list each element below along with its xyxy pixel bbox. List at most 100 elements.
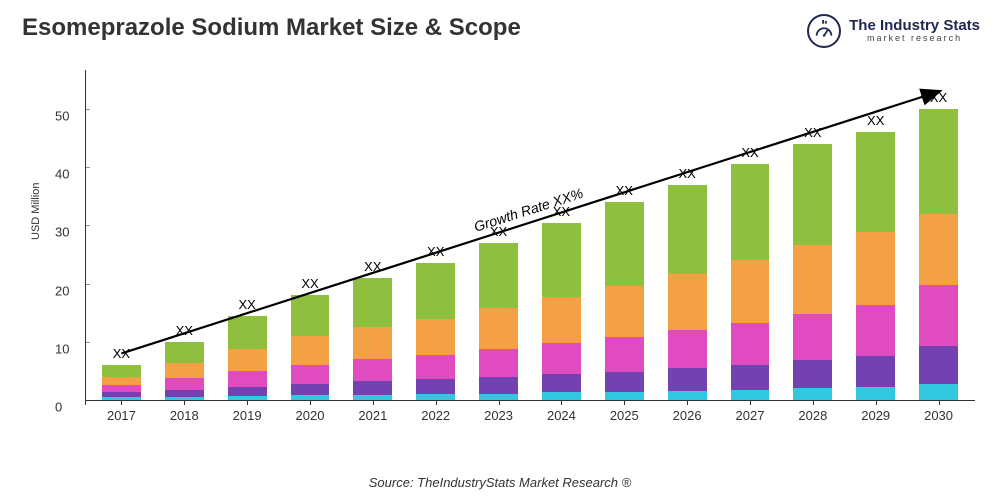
bar-segment xyxy=(102,385,141,392)
bar-segment xyxy=(542,223,581,297)
bar-segment xyxy=(668,185,707,274)
bar-segment xyxy=(793,245,832,314)
bar-value-label: XX xyxy=(793,125,832,140)
x-tick-mark xyxy=(310,400,311,405)
y-tick-label: 30 xyxy=(55,225,69,240)
bar: XX xyxy=(479,243,518,400)
bar: XX xyxy=(416,263,455,400)
bar-segment xyxy=(793,388,832,400)
bar-segment xyxy=(102,365,141,377)
bar-segment xyxy=(668,391,707,400)
bar-value-label: XX xyxy=(731,145,770,160)
gear-gauge-icon xyxy=(807,14,841,48)
bar-segment xyxy=(856,356,895,387)
bar-segment xyxy=(165,378,204,390)
y-axis-line xyxy=(85,70,86,405)
bar-segment xyxy=(416,355,455,379)
bar: XX xyxy=(605,202,644,400)
bar-segment xyxy=(542,297,581,343)
y-axis-label: USD Million xyxy=(30,183,42,240)
logo-text-line2: market research xyxy=(849,34,980,43)
brand-logo: The Industry Stats market research xyxy=(807,14,980,48)
bar-value-label: XX xyxy=(102,346,141,361)
x-tick-label: 2017 xyxy=(107,408,136,423)
bar: XX xyxy=(793,144,832,400)
x-tick-mark xyxy=(813,400,814,405)
bar-segment xyxy=(479,377,518,394)
bar-segment xyxy=(793,360,832,388)
y-tick-label: 10 xyxy=(55,341,69,356)
x-tick-label: 2020 xyxy=(296,408,325,423)
bar-segment xyxy=(291,384,330,396)
bar-segment xyxy=(605,337,644,371)
bar-segment xyxy=(668,274,707,330)
x-tick-label: 2021 xyxy=(358,408,387,423)
bar-segment xyxy=(291,336,330,365)
bar-value-label: XX xyxy=(542,204,581,219)
bar: XX xyxy=(668,185,707,400)
bar-segment xyxy=(228,387,267,396)
bar-value-label: XX xyxy=(668,166,707,181)
bar-segment xyxy=(165,390,204,397)
bar-segment xyxy=(919,109,958,214)
bar-segment xyxy=(416,379,455,394)
bar-value-label: XX xyxy=(416,244,455,259)
bar-segment xyxy=(856,132,895,232)
x-axis-line xyxy=(85,400,975,401)
x-tick-label: 2025 xyxy=(610,408,639,423)
bar-segment xyxy=(479,243,518,308)
x-tick-mark xyxy=(624,400,625,405)
x-tick-label: 2028 xyxy=(798,408,827,423)
x-tick-mark xyxy=(373,400,374,405)
bar-segment xyxy=(228,349,267,371)
x-tick-label: 2018 xyxy=(170,408,199,423)
x-tick-mark xyxy=(939,400,940,405)
chart-plot-area: XXXXXXXXXXXXXXXXXXXXXXXXXXXX xyxy=(90,80,970,400)
bar-value-label: XX xyxy=(479,224,518,239)
bar-segment xyxy=(605,286,644,337)
bar: XX xyxy=(731,164,770,400)
bar-segment xyxy=(353,381,392,394)
x-tick-label: 2023 xyxy=(484,408,513,423)
bar-segment xyxy=(353,359,392,381)
bar-segment xyxy=(919,384,958,400)
bar-segment xyxy=(731,323,770,365)
bar-segment xyxy=(668,368,707,391)
x-tick-label: 2024 xyxy=(547,408,576,423)
bar-segment xyxy=(542,392,581,400)
bar-segment xyxy=(479,308,518,349)
bar-segment xyxy=(856,305,895,356)
bar: XX xyxy=(228,316,267,400)
bar-segment xyxy=(919,214,958,285)
bar-segment xyxy=(353,278,392,327)
bar-value-label: XX xyxy=(605,183,644,198)
bar-segment xyxy=(856,387,895,400)
bar-segment xyxy=(165,363,204,378)
x-tick-mark xyxy=(247,400,248,405)
x-tick-mark xyxy=(184,400,185,405)
bar-segment xyxy=(605,202,644,286)
bar-segment xyxy=(731,164,770,260)
x-tick-mark xyxy=(499,400,500,405)
bar: XX xyxy=(165,342,204,400)
bar: XX xyxy=(856,132,895,400)
bar-segment xyxy=(228,316,267,349)
bar: XX xyxy=(102,365,141,400)
bar-segment xyxy=(605,392,644,400)
x-tick-label: 2026 xyxy=(673,408,702,423)
bar-segment xyxy=(731,365,770,390)
x-tick-label: 2019 xyxy=(233,408,262,423)
bar-segment xyxy=(919,346,958,384)
bar-segment xyxy=(479,349,518,377)
y-tick-label: 20 xyxy=(55,283,69,298)
bar-value-label: XX xyxy=(353,259,392,274)
bar-segment xyxy=(353,327,392,360)
source-caption: Source: TheIndustryStats Market Research… xyxy=(0,475,1000,490)
bar-segment xyxy=(919,285,958,346)
bar-segment xyxy=(856,232,895,304)
x-tick-mark xyxy=(121,400,122,405)
x-tick-label: 2022 xyxy=(421,408,450,423)
bar: XX xyxy=(353,278,392,400)
bar-value-label: XX xyxy=(291,276,330,291)
bar-segment xyxy=(542,343,581,374)
